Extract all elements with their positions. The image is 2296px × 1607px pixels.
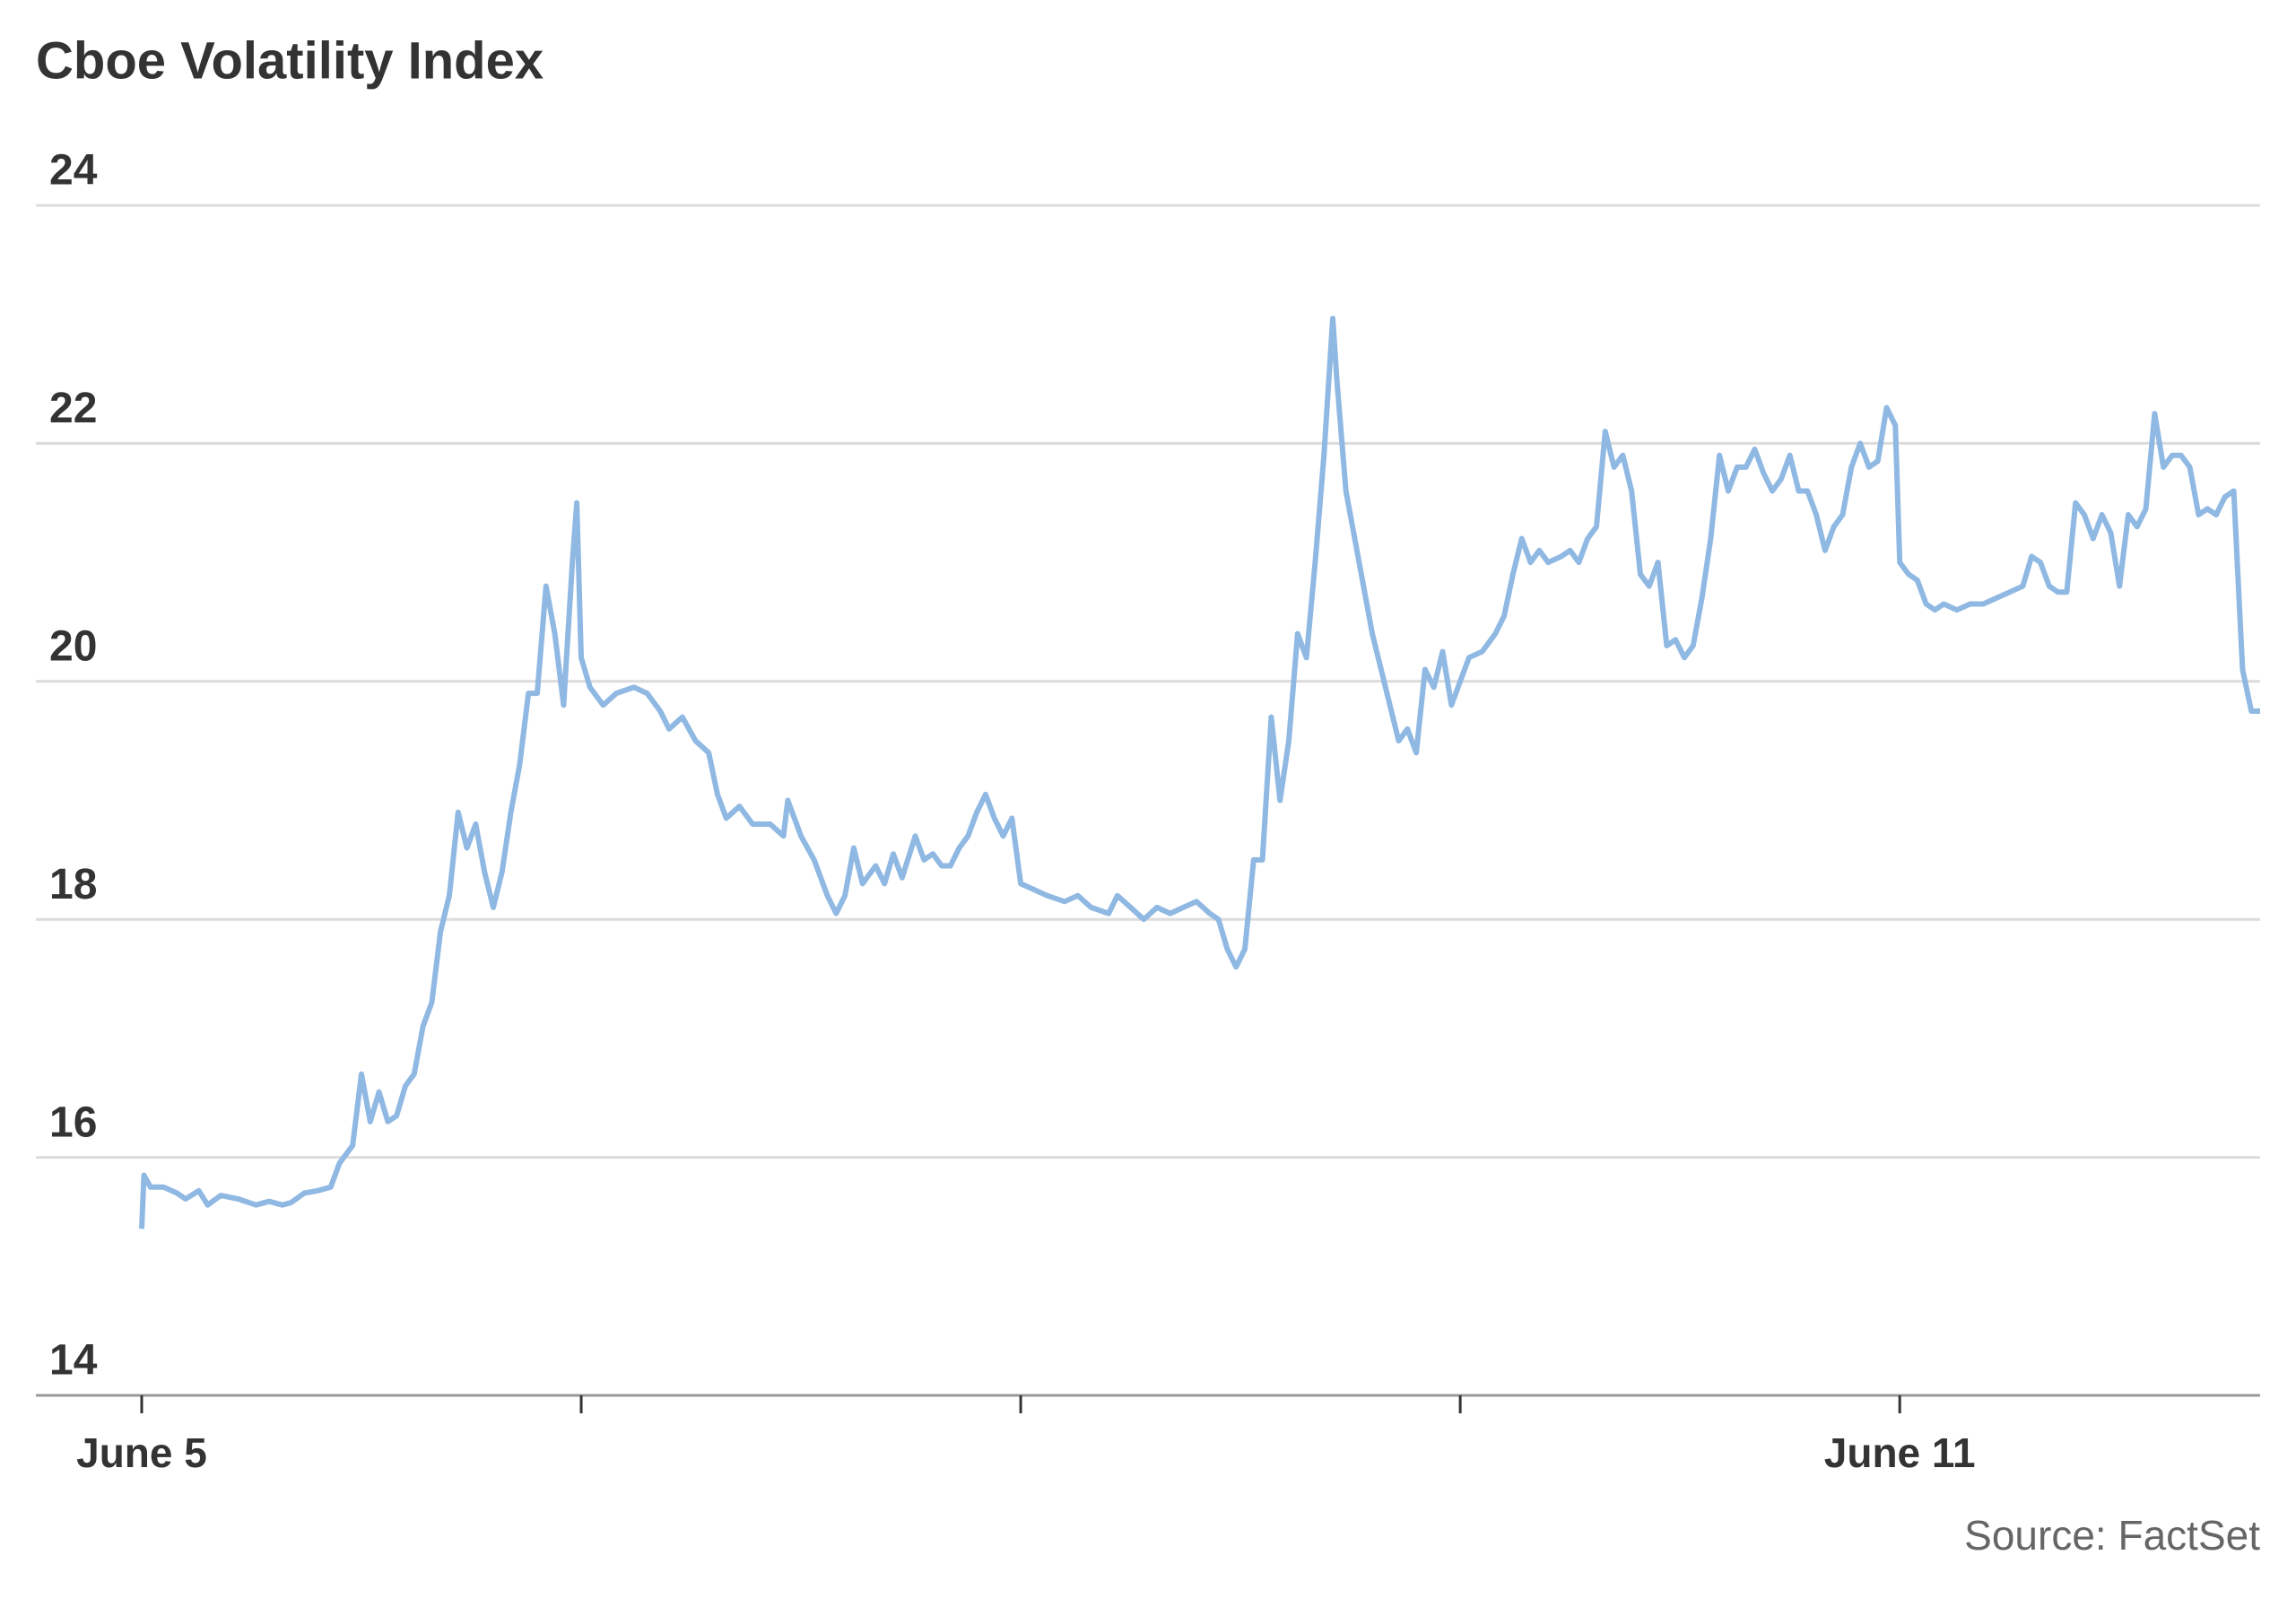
chart-title: Cboe Volatility Index bbox=[36, 31, 544, 90]
y-tick-label: 22 bbox=[49, 385, 97, 432]
line bbox=[139, 316, 2260, 1229]
y-tick-label: 16 bbox=[49, 1099, 97, 1146]
source-note: Source: FactSet bbox=[1964, 1512, 2260, 1559]
y-tick-label: 24 bbox=[49, 147, 98, 195]
y-tick-label: 14 bbox=[49, 1337, 98, 1385]
x-tick-label: June 5 bbox=[76, 1429, 207, 1476]
y-tick-label: 20 bbox=[49, 622, 97, 670]
x-tick-label: June 11 bbox=[1824, 1429, 1976, 1476]
y-tick-label: 18 bbox=[49, 861, 97, 908]
